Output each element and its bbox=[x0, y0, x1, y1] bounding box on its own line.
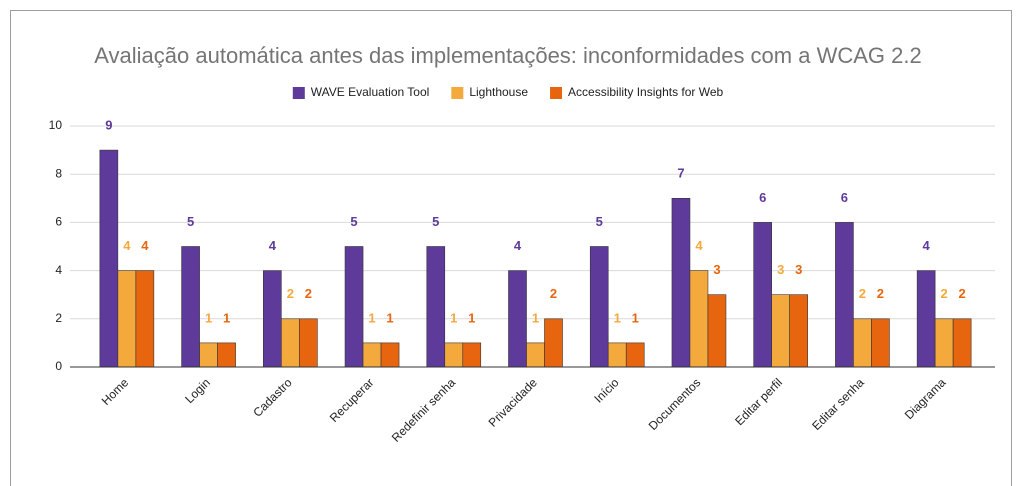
bar bbox=[625, 342, 645, 368]
bar bbox=[508, 270, 527, 368]
data-label: 1 bbox=[468, 310, 475, 325]
bar bbox=[835, 222, 854, 368]
y-tick-label: 6 bbox=[55, 215, 62, 229]
data-label: 1 bbox=[205, 310, 212, 325]
data-label: 4 bbox=[514, 238, 522, 253]
data-label: 4 bbox=[123, 238, 131, 253]
bar bbox=[707, 294, 727, 368]
legend-label: Accessibility Insights for Web bbox=[568, 85, 723, 99]
data-label: 5 bbox=[350, 214, 357, 229]
data-label: 4 bbox=[695, 238, 703, 253]
bar bbox=[117, 270, 137, 368]
legend-label: WAVE Evaluation Tool bbox=[311, 85, 430, 99]
data-label: 3 bbox=[795, 262, 802, 277]
chart-title: Avaliação automática antes das implement… bbox=[94, 43, 921, 68]
data-label: 2 bbox=[550, 286, 557, 301]
data-label: 1 bbox=[386, 310, 393, 325]
legend-swatch bbox=[292, 87, 305, 99]
data-label: 2 bbox=[859, 286, 866, 301]
bar bbox=[589, 246, 609, 368]
bar bbox=[426, 246, 446, 368]
legend: WAVE Evaluation Tool Lighthouse Accessibil… bbox=[292, 85, 724, 99]
bar bbox=[871, 318, 890, 368]
bar bbox=[362, 342, 382, 368]
bar bbox=[281, 318, 300, 368]
data-label: 2 bbox=[941, 286, 948, 301]
data-label: 1 bbox=[223, 310, 230, 325]
legend-label: Lighthouse bbox=[469, 85, 528, 99]
bar bbox=[544, 318, 563, 368]
y-tick-label: 4 bbox=[55, 263, 62, 277]
y-tick-label: 10 bbox=[49, 118, 63, 132]
data-label: 9 bbox=[105, 118, 112, 133]
data-label: 6 bbox=[841, 190, 848, 205]
bar bbox=[444, 342, 464, 368]
chart-frame bbox=[10, 10, 1012, 486]
bar bbox=[526, 342, 545, 368]
bar bbox=[181, 246, 200, 368]
y-tick-label: 8 bbox=[55, 166, 62, 180]
data-label: 6 bbox=[759, 190, 766, 205]
legend-swatch bbox=[550, 87, 563, 99]
data-label: 2 bbox=[959, 286, 966, 301]
bar bbox=[753, 222, 772, 368]
data-label: 5 bbox=[596, 214, 603, 229]
data-label: 2 bbox=[305, 286, 312, 301]
bar bbox=[199, 342, 218, 368]
bar bbox=[380, 342, 400, 368]
data-label: 1 bbox=[368, 310, 375, 325]
bar bbox=[771, 294, 790, 368]
bar bbox=[344, 246, 364, 368]
data-label: 5 bbox=[432, 214, 439, 229]
data-label: 1 bbox=[614, 310, 621, 325]
bar bbox=[462, 342, 482, 368]
bar bbox=[934, 318, 954, 368]
bar bbox=[99, 149, 119, 368]
data-label: 5 bbox=[187, 214, 194, 229]
bar bbox=[217, 342, 236, 368]
data-label: 4 bbox=[923, 238, 931, 253]
y-tick-label: 0 bbox=[55, 359, 62, 373]
bar bbox=[607, 342, 627, 368]
bar bbox=[916, 270, 936, 368]
bar bbox=[135, 270, 155, 368]
data-label: 1 bbox=[532, 310, 539, 325]
data-label: 2 bbox=[287, 286, 294, 301]
data-label: 3 bbox=[777, 262, 784, 277]
legend-swatch bbox=[451, 87, 464, 99]
bar bbox=[789, 294, 808, 368]
data-label: 4 bbox=[269, 238, 277, 253]
bar bbox=[263, 270, 282, 368]
bar bbox=[853, 318, 872, 368]
bar bbox=[299, 318, 318, 368]
data-label: 1 bbox=[450, 310, 457, 325]
data-label: 7 bbox=[677, 166, 684, 181]
bar bbox=[671, 198, 691, 368]
bar bbox=[689, 270, 709, 368]
bar bbox=[952, 318, 972, 368]
data-label: 1 bbox=[632, 310, 639, 325]
data-label: 3 bbox=[713, 262, 720, 277]
data-label: 4 bbox=[141, 238, 149, 253]
data-label: 2 bbox=[877, 286, 884, 301]
y-tick-label: 2 bbox=[55, 311, 62, 325]
